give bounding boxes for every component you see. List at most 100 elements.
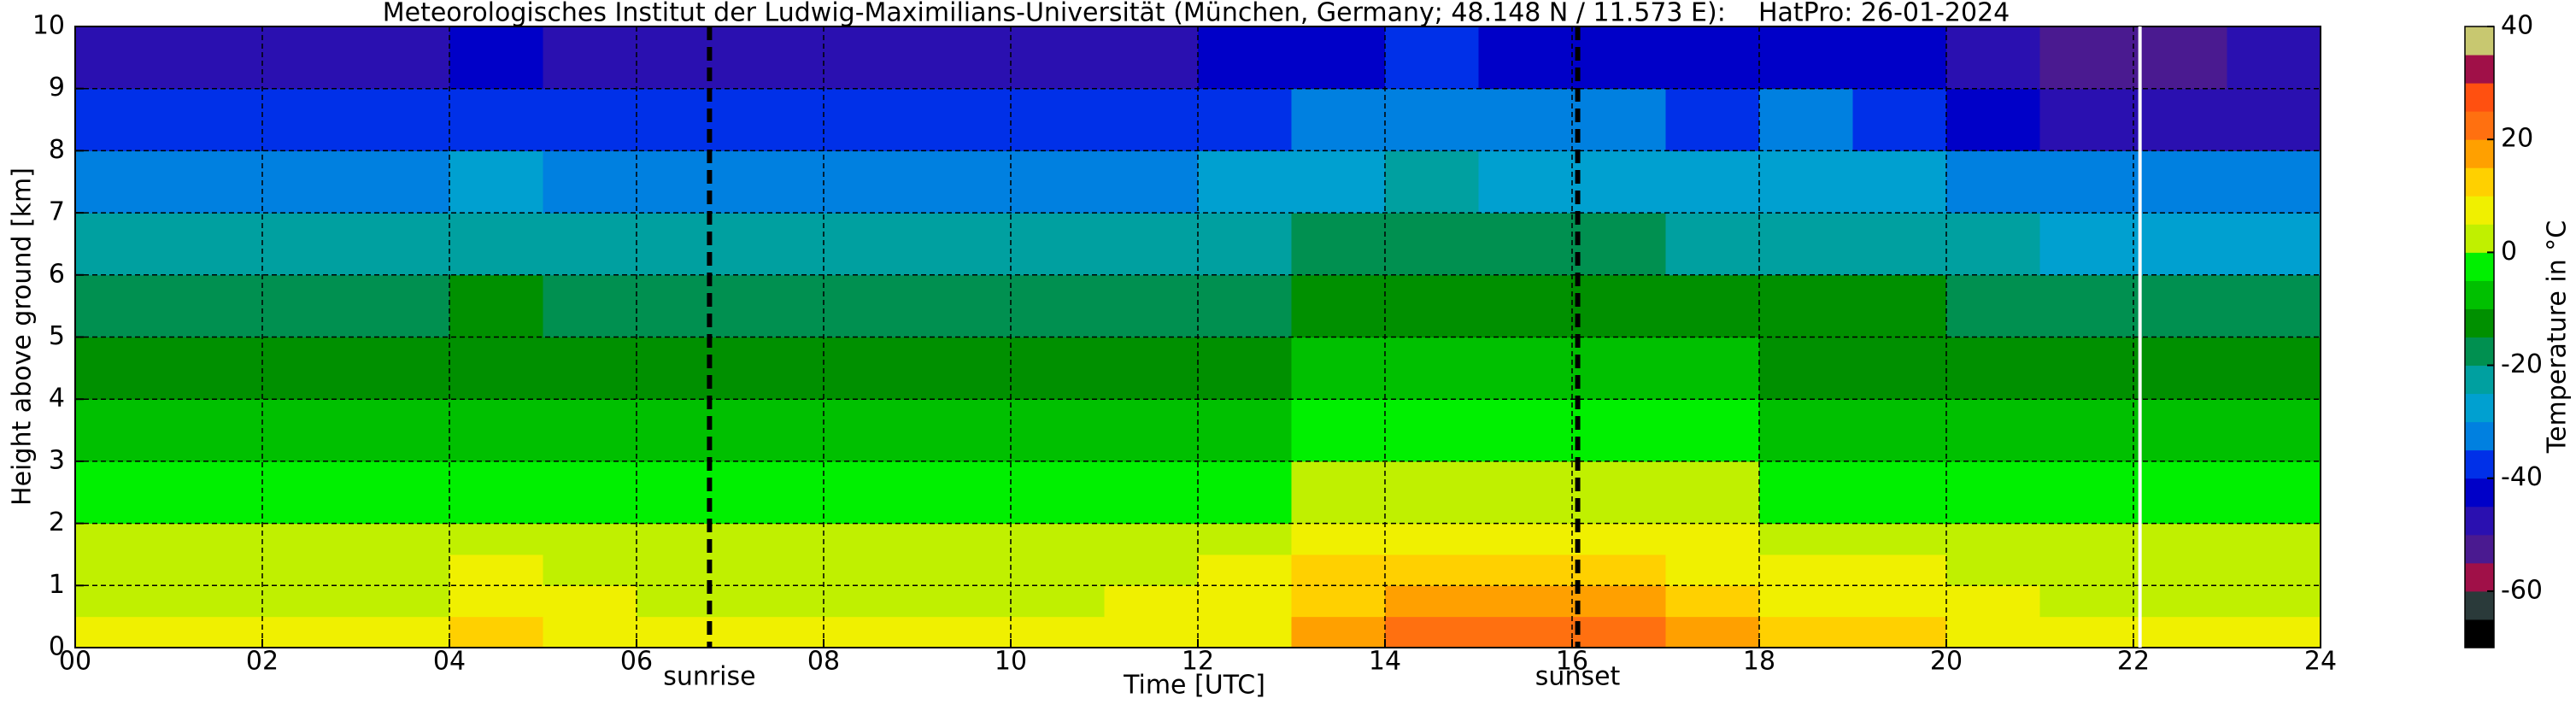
heatmap-cell (449, 150, 543, 214)
heatmap-cell (1198, 150, 1292, 214)
colorbar-tick-label: -20 (2501, 349, 2543, 379)
x-tick-label: 22 (2117, 647, 2150, 677)
heatmap-cell (1104, 461, 1199, 525)
heatmap-cell (1665, 88, 1760, 151)
heatmap-cell (1572, 213, 1666, 276)
heatmap-cell (1946, 461, 2040, 525)
heatmap-cell (1759, 399, 1853, 462)
heatmap-cell (168, 26, 263, 90)
heatmap-cell (75, 213, 169, 276)
heatmap-cell (1011, 26, 1105, 90)
heatmap-cell (1478, 554, 1573, 586)
heatmap-cell (2227, 554, 2321, 586)
colorbar-segment (2465, 280, 2494, 309)
heatmap-cell (917, 399, 1012, 462)
heatmap-cell (637, 274, 731, 337)
heatmap-cell (1572, 274, 1666, 337)
heatmap-cell (730, 461, 824, 525)
heatmap-cell (2039, 616, 2134, 648)
heatmap-cell (355, 150, 450, 214)
heatmap-cell (2039, 150, 2134, 214)
heatmap-cell (1852, 616, 1947, 648)
colorbar-segment (2465, 421, 2494, 451)
heatmap-cell (637, 150, 731, 214)
heatmap-cell (75, 150, 169, 214)
heatmap-cell (824, 88, 918, 151)
heatmap-cell (75, 461, 169, 525)
colorbar-segment (2465, 393, 2494, 423)
heatmap-cell (1011, 616, 1105, 648)
heatmap-cell (1572, 616, 1666, 648)
heatmap-cell (1385, 461, 1479, 525)
heatmap-cell (1478, 585, 1573, 618)
heatmap-cell (355, 88, 450, 151)
heatmap-cell (543, 88, 637, 151)
heatmap-cell (1198, 26, 1292, 90)
heatmap-cell (1759, 337, 1853, 400)
heatmap-cell (1291, 554, 1386, 586)
heatmap-cell (1291, 616, 1386, 648)
colorbar-tick-label: -40 (2501, 462, 2543, 492)
heatmap-cell (1385, 88, 1479, 151)
x-tick-label: 20 (1930, 647, 1963, 677)
heatmap-cell (1198, 337, 1292, 400)
colorbar-frame (2464, 26, 2495, 648)
heatmap-cell (449, 523, 543, 555)
heatmap-cell (1572, 150, 1666, 214)
heatmap-cell (355, 337, 450, 400)
heatmap-cell (262, 88, 356, 151)
heatmap-cell (917, 274, 1012, 337)
heatmap-cell (1665, 399, 1760, 462)
heatmap-cell (1852, 399, 1947, 462)
heatmap-cell (1665, 337, 1760, 400)
heatmap-cell (1946, 616, 2040, 648)
heatmap-cell (1665, 461, 1760, 525)
heatmap-cell (449, 399, 543, 462)
heatmap-cell (917, 616, 1012, 648)
x-tick-label: 06 (620, 647, 653, 677)
heatmap-cell (1665, 554, 1760, 586)
heatmap-cell (917, 523, 1012, 555)
heatmap-cell (262, 26, 356, 90)
x-tick-label: 00 (59, 647, 91, 677)
colorbar-tick-label: 20 (2501, 124, 2533, 154)
heatmap-cell (1385, 554, 1479, 586)
x-tick-label: 18 (1743, 647, 1775, 677)
y-tick-label: 10 (32, 11, 65, 41)
heatmap-cell (637, 616, 731, 648)
heatmap-cell (1011, 88, 1105, 151)
heatmap-cell (1852, 554, 1947, 586)
event-label: sunset (1535, 662, 1621, 692)
heatmap-cell (1572, 337, 1666, 400)
heatmap-cell (1198, 585, 1292, 618)
heatmap-cell (2133, 585, 2227, 618)
heatmap-cell (2039, 88, 2134, 151)
heatmap-cell (1572, 88, 1666, 151)
heatmap-cell (2227, 399, 2321, 462)
heatmap-cell (262, 337, 356, 400)
x-tick-label: 04 (433, 647, 466, 677)
heatmap-cell (824, 337, 918, 400)
heatmap-cell (730, 554, 824, 586)
heatmap-cell (1385, 399, 1479, 462)
heatmap-cell (1104, 585, 1199, 618)
heatmap-cell (1198, 616, 1292, 648)
heatmap-cell (1198, 88, 1292, 151)
heatmap-cell (262, 523, 356, 555)
heatmap-cell (637, 213, 731, 276)
y-tick-label: 0 (49, 632, 65, 662)
heatmap-cell (1011, 274, 1105, 337)
heatmap-cell (1011, 337, 1105, 400)
heatmap-cell (2039, 337, 2134, 400)
heatmap-cell (2039, 585, 2134, 618)
heatmap-cell (1946, 26, 2040, 90)
heatmap-cell (449, 461, 543, 525)
heatmap-cell (1759, 150, 1853, 214)
heatmap-cell (730, 616, 824, 648)
heatmap-cell (1291, 150, 1386, 214)
heatmap-cell (1478, 26, 1573, 90)
heatmap-cell (1011, 461, 1105, 525)
heatmap-cell (543, 150, 637, 214)
heatmap-cell (75, 337, 169, 400)
heatmap-cell (75, 616, 169, 648)
